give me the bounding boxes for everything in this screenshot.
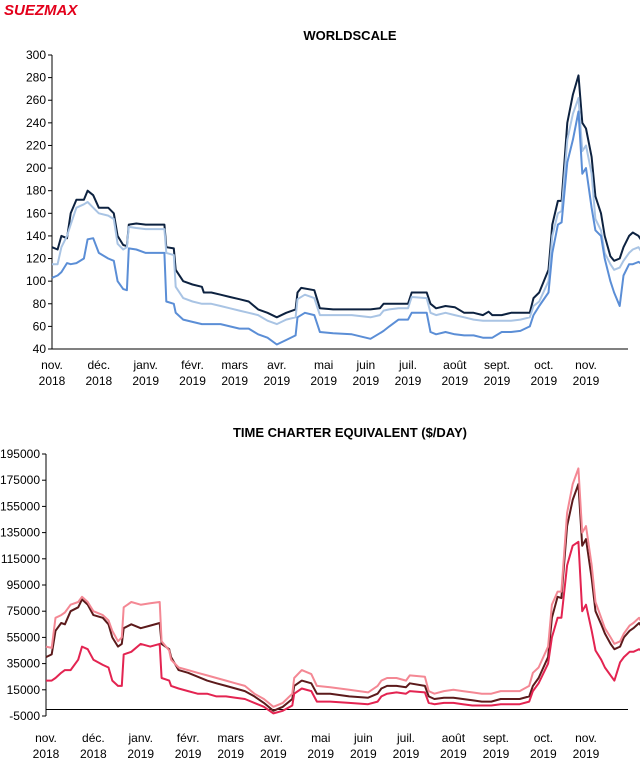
worldscale-chart: WORLDSCALE 40 60 80 100 120 140 160 180 200 220 24… xyxy=(26,28,640,388)
y-tick-label: 175000 xyxy=(0,473,40,487)
x-tick-label: mai xyxy=(314,358,333,372)
x-tick-label: févr. xyxy=(177,731,200,745)
x-tick-label: 2019 xyxy=(573,747,600,761)
y-tick-label: 200 xyxy=(26,161,46,175)
x-tick-label: 2019 xyxy=(530,374,557,388)
x-tick-label: juin xyxy=(355,358,375,372)
y-tick-label: 40 xyxy=(33,342,47,356)
x-tick-label: 2019 xyxy=(307,747,334,761)
y-tick-label: 180 xyxy=(26,184,46,198)
x-tick-label: 2019 xyxy=(260,747,287,761)
x-tick-label: 2018 xyxy=(85,374,112,388)
x-tick-label: 2018 xyxy=(80,747,107,761)
x-tick-label: nov. xyxy=(575,358,597,372)
x-tick-label: 2019 xyxy=(221,374,248,388)
x-tick-label: avr. xyxy=(267,358,286,372)
x-tick-label: 2019 xyxy=(483,747,510,761)
x-tick-label: oct. xyxy=(534,358,553,372)
x-tick-label: 2019 xyxy=(484,374,511,388)
y-tick-label: 195000 xyxy=(0,447,40,461)
x-tick-label: mai xyxy=(311,731,330,745)
y-tick-label: 240 xyxy=(26,116,46,130)
y-tick-label: 300 xyxy=(26,48,46,62)
tce-chart: TIME CHARTER EQUIVALENT ($/DAY) -5000 150… xyxy=(0,425,640,761)
x-tick-label: avr. xyxy=(264,731,283,745)
series-line-1 xyxy=(45,483,640,712)
x-tick-label: 2019 xyxy=(441,374,468,388)
y-tick-label: 160 xyxy=(26,206,46,220)
x-tick-label: mars xyxy=(221,358,248,372)
series-line-3 xyxy=(46,540,640,715)
x-tick-label: 2019 xyxy=(352,374,379,388)
y-tick-label: 155000 xyxy=(0,499,40,513)
y-tick-label: 35000 xyxy=(7,657,41,671)
x-tick-label: 2019 xyxy=(127,747,154,761)
series-line-3 xyxy=(51,110,640,346)
x-tick-label: 2019 xyxy=(175,747,202,761)
x-tick-label: 2019 xyxy=(179,374,206,388)
x-tick-label: 2019 xyxy=(395,374,422,388)
x-tick-label: août xyxy=(443,358,467,372)
y-tick-label: 95000 xyxy=(7,578,41,592)
x-tick-label: nov. xyxy=(35,731,57,745)
x-tick-label: sept. xyxy=(484,358,510,372)
x-tick-label: nov. xyxy=(575,731,597,745)
brand-label: SUEZMAX xyxy=(4,2,78,19)
x-tick-label: 2019 xyxy=(530,747,557,761)
chart-title: TIME CHARTER EQUIVALENT ($/DAY) xyxy=(233,425,467,440)
chart-title: WORLDSCALE xyxy=(303,28,396,43)
x-tick-label: 2018 xyxy=(39,374,66,388)
series-line-1 xyxy=(51,74,640,319)
x-tick-label: sept. xyxy=(483,731,509,745)
x-tick-label: 2018 xyxy=(33,747,60,761)
x-tick-label: janv. xyxy=(132,358,157,372)
series-line-2 xyxy=(52,97,640,326)
y-tick-label: 115000 xyxy=(1,552,40,566)
y-tick-label: 80 xyxy=(33,297,47,311)
x-tick-label: oct. xyxy=(534,731,553,745)
x-tick-label: mars xyxy=(217,731,244,745)
y-tick-label: 75000 xyxy=(7,604,41,618)
y-tick-label: 220 xyxy=(26,138,46,152)
series-line-2 xyxy=(45,467,640,708)
y-tick-label: 140 xyxy=(26,229,46,243)
y-tick-label: 120 xyxy=(26,252,46,266)
y-tick-label: 135000 xyxy=(0,526,40,540)
y-tick-label: 260 xyxy=(26,93,46,107)
x-tick-label: juil. xyxy=(398,358,417,372)
x-tick-label: 2019 xyxy=(393,747,420,761)
y-tick-label: 15000 xyxy=(7,683,41,697)
x-tick-label: nov. xyxy=(41,358,63,372)
x-tick-label: août xyxy=(442,731,466,745)
y-tick-label: 280 xyxy=(26,71,46,85)
y-tick-label: 55000 xyxy=(7,630,41,644)
y-tick-label: -5000 xyxy=(9,709,40,723)
x-tick-label: 2019 xyxy=(573,374,600,388)
x-tick-label: juin xyxy=(353,731,373,745)
x-tick-label: juil. xyxy=(396,731,415,745)
x-tick-label: 2019 xyxy=(217,747,244,761)
x-tick-label: déc. xyxy=(87,358,110,372)
x-tick-label: 2019 xyxy=(263,374,290,388)
x-tick-label: janv. xyxy=(128,731,153,745)
y-tick-label: 60 xyxy=(33,319,47,333)
x-tick-label: 2019 xyxy=(350,747,377,761)
x-tick-label: 2019 xyxy=(440,747,467,761)
x-tick-label: déc. xyxy=(82,731,105,745)
x-tick-label: 2019 xyxy=(132,374,159,388)
y-tick-label: 100 xyxy=(26,274,46,288)
x-tick-label: 2019 xyxy=(310,374,337,388)
x-tick-label: févr. xyxy=(181,358,204,372)
